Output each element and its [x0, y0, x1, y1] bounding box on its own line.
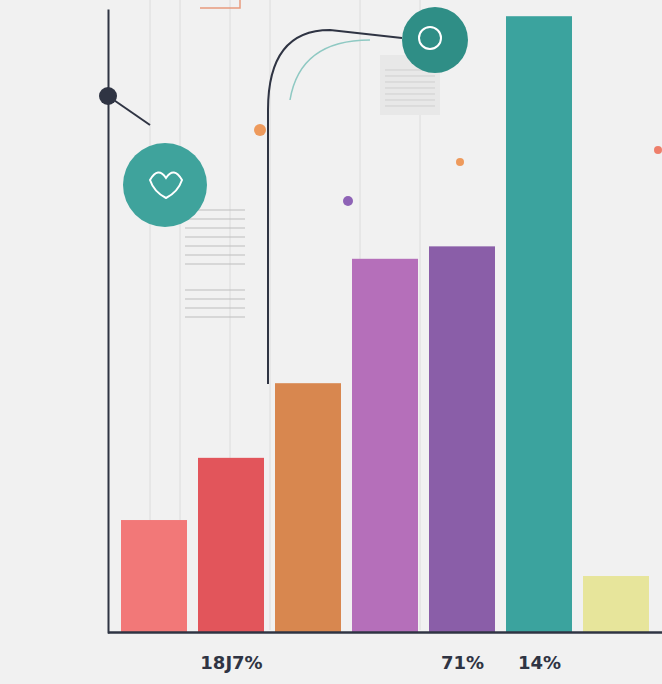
svg-text:18J7%: 18J7%: [200, 652, 262, 673]
svg-text:71%: 71%: [441, 652, 484, 673]
svg-text:14%: 14%: [518, 652, 561, 673]
